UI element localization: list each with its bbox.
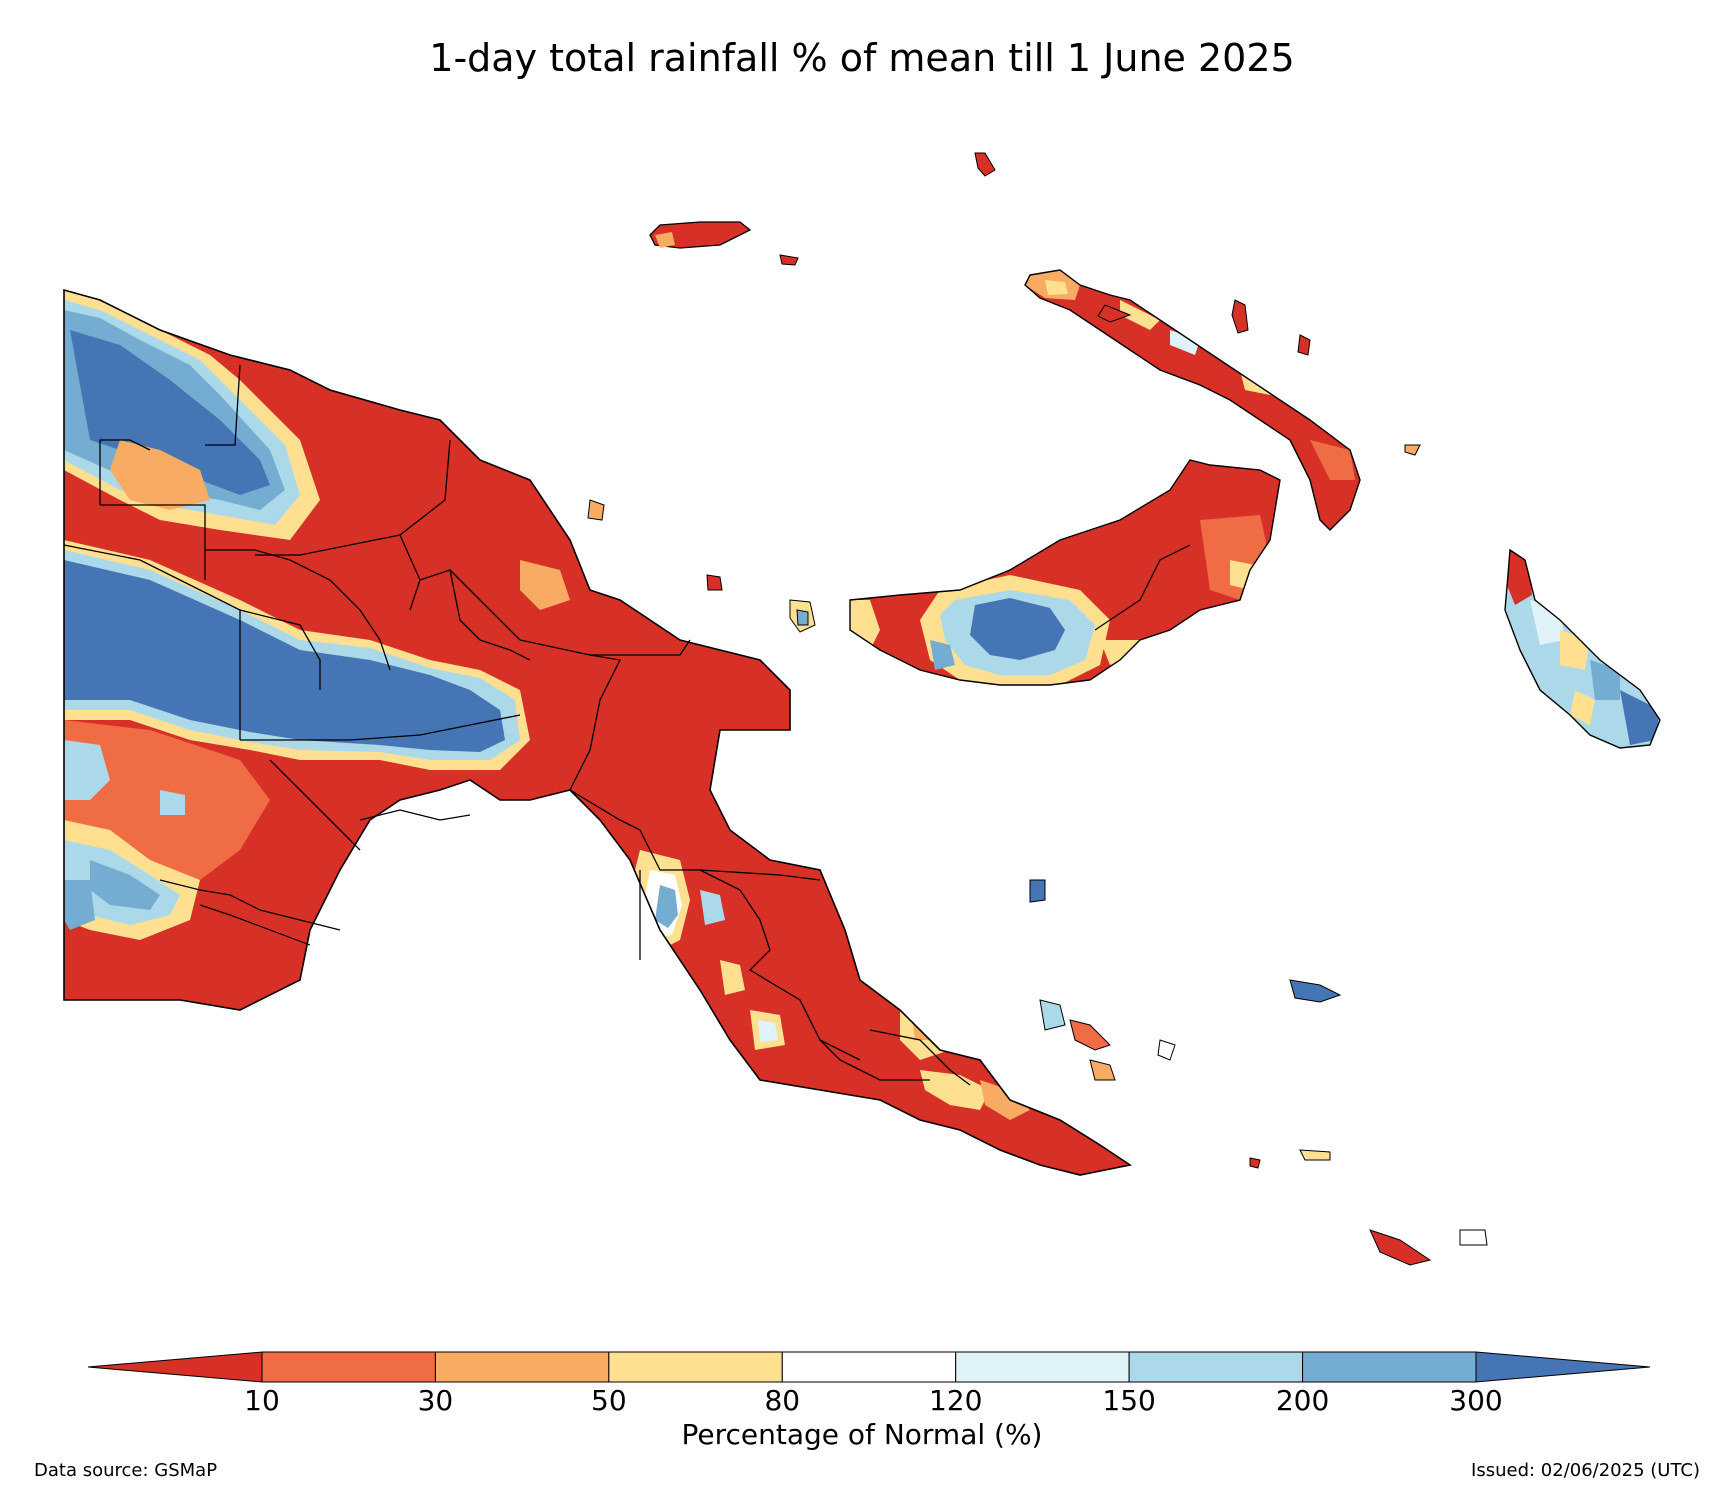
colorbar-bin — [434, 1351, 610, 1383]
issued-date-note: Issued: 02/06/2025 (UTC) — [1471, 1460, 1700, 1481]
colorbar-bin — [955, 1351, 1130, 1383]
new-britain-island — [849, 459, 1281, 686]
colorbar-tick-label: 10 — [244, 1384, 280, 1417]
mainland-region — [63, 288, 1133, 1176]
river-lines — [159, 809, 471, 946]
colorbar-tick-label: 300 — [1449, 1384, 1503, 1417]
colorbar-label: Percentage of Normal (%) — [681, 1418, 1043, 1451]
small-islands — [587, 152, 1488, 1266]
colorbar-tick-label: 50 — [591, 1384, 627, 1417]
colorbar-extend-high — [1475, 1351, 1651, 1383]
manus-island — [649, 221, 799, 266]
colorbar-bin — [781, 1351, 957, 1383]
colorbar-tick-label: 200 — [1275, 1384, 1330, 1417]
colorbar-tick-label: 150 — [1102, 1384, 1156, 1417]
colorbar-bin — [1302, 1351, 1477, 1383]
colorbar-extend-low — [87, 1351, 263, 1383]
colorbar-tick-label: 30 — [417, 1384, 454, 1417]
new-ireland-island — [1024, 269, 1361, 531]
colorbar-bin — [261, 1351, 436, 1383]
colorbar-bin — [608, 1351, 783, 1383]
colorbar-tick-label: 120 — [928, 1384, 983, 1417]
province-boundaries — [63, 364, 971, 1086]
map-title: 1-day total rainfall % of mean till 1 Ju… — [429, 36, 1295, 80]
data-source-note: Data source: GSMaP — [34, 1460, 218, 1481]
bougainville-island — [1504, 548, 1661, 749]
colorbar-bin — [1128, 1351, 1304, 1383]
colorbar-tick-label: 80 — [764, 1384, 801, 1417]
